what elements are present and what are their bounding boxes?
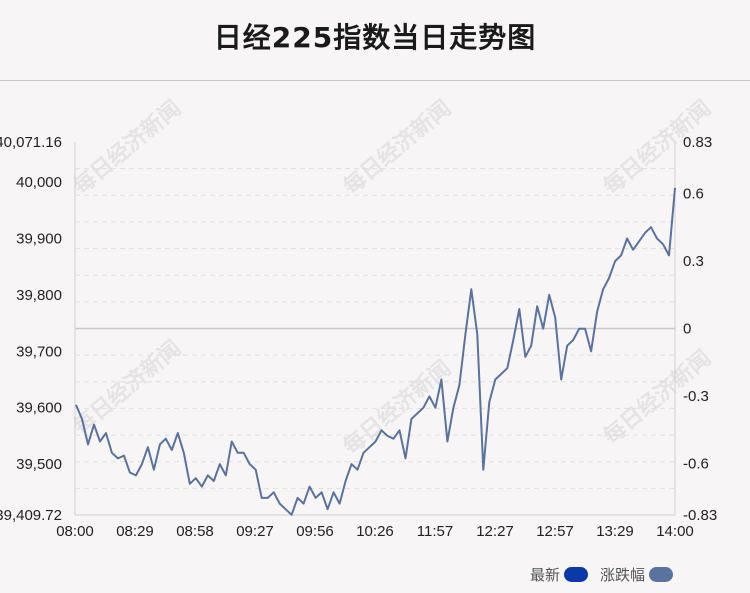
y-right-tick-label: 0.3 (683, 253, 704, 270)
y-right-tick-label: -0.6 (683, 455, 709, 472)
x-tick-label: 12:27 (476, 523, 514, 540)
x-tick-label: 14:00 (656, 523, 694, 540)
legend-swatch (564, 566, 589, 582)
x-tick-label: 08:58 (176, 523, 214, 540)
x-tick-label: 12:57 (536, 523, 574, 540)
legend-item-latest[interactable]: 最新 (530, 564, 589, 585)
y-left-tick-label: 40,071.16 (0, 134, 62, 151)
legend-label: 涨跌幅 (600, 565, 646, 584)
y-left-tick-label: 39,600 (16, 400, 62, 417)
y-right-tick-label: 0.83 (683, 134, 712, 151)
x-tick-label: 13:29 (596, 523, 634, 540)
title-divider (0, 80, 750, 81)
y-left-tick-label: 39,409.72 (0, 507, 62, 524)
legend-label: 最新 (530, 565, 561, 584)
y-right-tick-label: 0.6 (683, 186, 704, 203)
y-right-tick-label: -0.83 (683, 507, 717, 524)
series-line-latest (75, 187, 676, 516)
y-left-tick-label: 39,500 (16, 456, 62, 473)
legend-item-change[interactable]: 涨跌幅 (600, 564, 674, 585)
y-right-tick-label: 0 (683, 321, 691, 338)
x-tick-label: 11:57 (417, 523, 453, 540)
x-tick-label: 08:00 (56, 523, 94, 540)
x-tick-label: 09:27 (236, 523, 274, 540)
x-tick-label: 09:56 (296, 523, 334, 540)
y-left-tick-label: 40,000 (16, 174, 62, 191)
y-left-tick-label: 39,800 (16, 287, 62, 304)
x-tick-label: 08:29 (116, 523, 154, 540)
y-right-tick-label: -0.3 (683, 388, 709, 405)
x-tick-label: 10:26 (356, 523, 394, 540)
legend-swatch (649, 566, 674, 582)
chart-title: 日经225指数当日走势图 (213, 21, 537, 54)
legend: 最新 涨跌幅 (530, 563, 685, 585)
y-left-tick-label: 39,900 (16, 231, 62, 248)
y-left-tick-label: 39,700 (16, 343, 62, 360)
